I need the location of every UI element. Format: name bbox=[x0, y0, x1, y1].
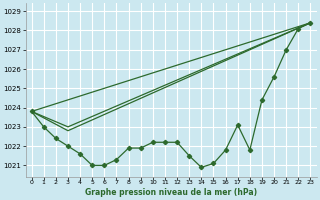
X-axis label: Graphe pression niveau de la mer (hPa): Graphe pression niveau de la mer (hPa) bbox=[85, 188, 257, 197]
